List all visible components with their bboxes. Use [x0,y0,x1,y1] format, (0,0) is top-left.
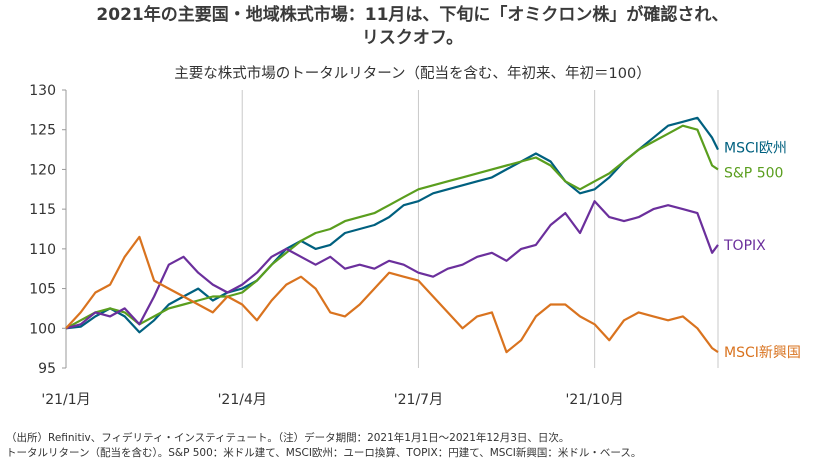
series-label: MSCI欧州 [724,141,787,157]
y-tick-label: 125 [29,123,56,139]
chart-title-line2: リスクオフ。 [361,28,464,48]
chart-title: 2021年の主要国・地域株式市場：11月は、下旬に「オミクロン株」が確認され、 [96,5,729,25]
x-tick-label: '21/10月 [566,392,624,408]
x-tick-label: '21/1月 [41,392,90,408]
series-line [65,116,719,334]
y-tick-label: 115 [29,202,56,218]
line-chart: '21/1月 '21/4月 '21/7月 '21/10月 95 100 105 110 115 1… [29,83,801,408]
series-label: S&P 500 [724,165,783,181]
chart-subtitle: 主要な株式市場のトータルリターン（配当を含む、年初来、年初＝100） [174,66,651,82]
y-tick-label: 95 [38,361,56,377]
series-line [65,200,719,330]
series-label: MSCI新興国 [724,345,801,361]
y-tick-label: 120 [29,162,56,178]
definition-note: トータルリターン（配当を含む）。S&P 500：米ドル建て、MSCI欧州：ユーロ… [6,447,642,459]
y-tick-label: 105 [29,282,56,298]
series-line [65,235,719,354]
source-note: （出所）Refinitiv、フィデリティ・インスティテュート。（注）データ期間：… [6,432,570,444]
series-line [65,124,719,330]
y-tick-label: 110 [29,242,56,258]
y-tick-label: 130 [29,83,56,99]
x-tick-label: '21/7月 [394,392,443,408]
series-label: TOPIX [723,238,766,254]
y-tick-label: 100 [29,321,56,337]
x-tick-label: '21/4月 [218,392,267,408]
